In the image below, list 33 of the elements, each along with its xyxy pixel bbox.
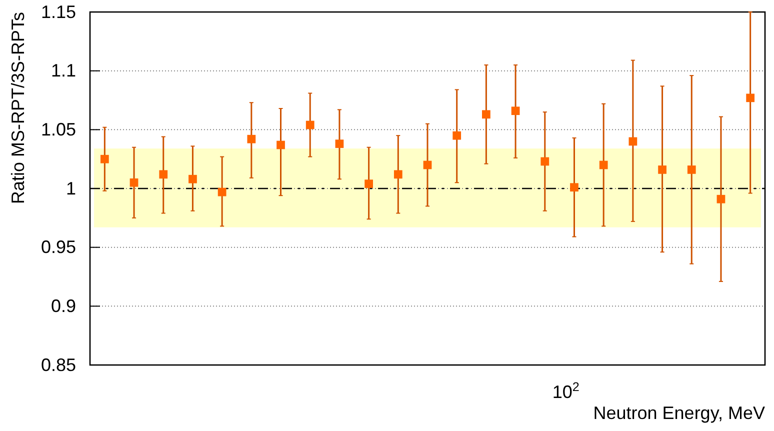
y-tick-label: 1.05: [40, 119, 76, 140]
point: [482, 110, 490, 119]
point: [658, 165, 666, 174]
point: [570, 183, 578, 192]
y-tick-label: 1: [66, 178, 76, 198]
y-tick-label: 0.9: [50, 296, 76, 316]
point: [687, 165, 696, 174]
point: [188, 174, 197, 184]
point: [335, 140, 344, 148]
y-tick-label: 0.95: [40, 237, 76, 258]
point: [130, 178, 138, 187]
point: [716, 194, 726, 204]
point: [511, 106, 520, 116]
point: [746, 94, 755, 102]
x-axis-title: Neutron Energy, MeV: [593, 403, 765, 423]
point: [276, 140, 285, 150]
point: [306, 120, 314, 130]
point: [540, 157, 550, 166]
y-tick-label: 0.85: [40, 354, 76, 375]
point: [364, 180, 373, 188]
point: [100, 154, 109, 164]
point: [159, 170, 168, 179]
point: [599, 160, 608, 170]
point: [452, 131, 462, 140]
y-tick-label: 1.1: [50, 60, 76, 81]
y-axis-title: Ratio MS-RPT/3S-RPTs: [8, 12, 28, 204]
point: [628, 137, 638, 146]
point: [423, 160, 432, 170]
y-tick-label: 1.15: [40, 2, 76, 22]
point: [394, 170, 402, 179]
point: [218, 188, 226, 196]
point: [247, 134, 256, 144]
text: 10$^{2}$: [552, 380, 580, 402]
